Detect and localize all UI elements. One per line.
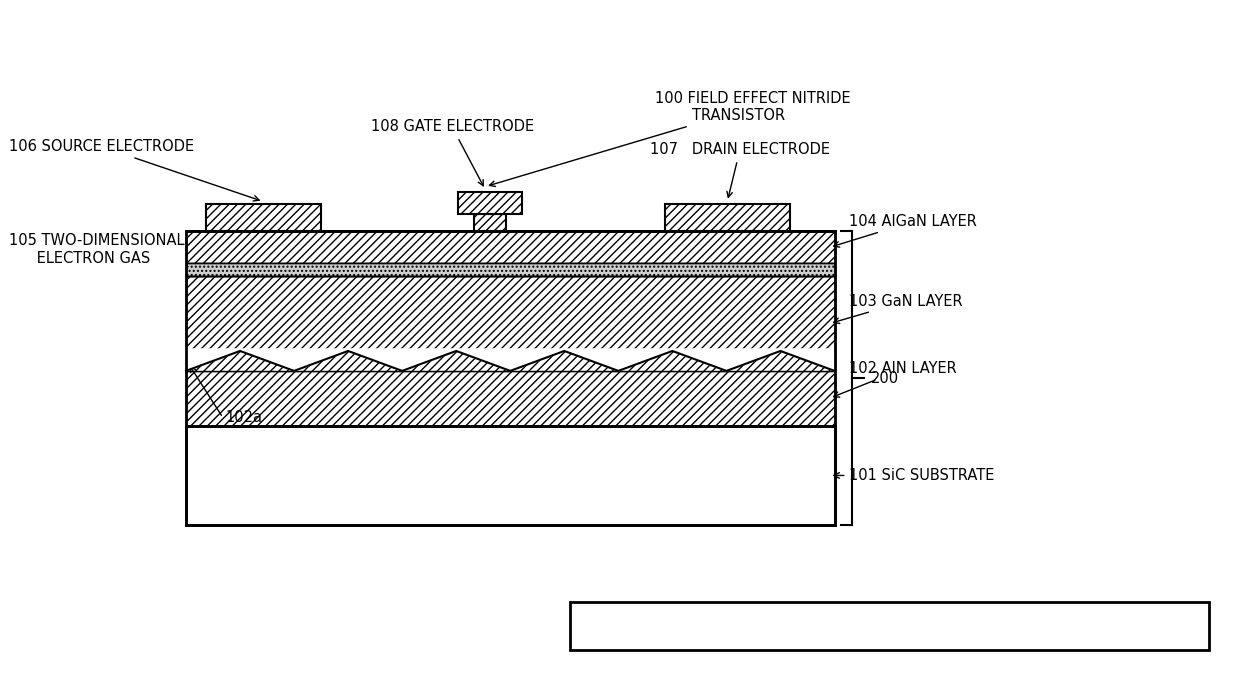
Text: 106 SOURCE ELECTRODE: 106 SOURCE ELECTRODE [10,140,259,201]
Bar [186,232,835,525]
Text: 100 FIELD EFFECT NITRIDE
        TRANSISTOR: 100 FIELD EFFECT NITRIDE TRANSISTOR [490,91,851,187]
Polygon shape [186,349,835,371]
Text: 108 GATE ELECTRODE: 108 GATE ELECTRODE [371,119,533,186]
Bar [186,264,835,276]
Text: 103 GaN LAYER: 103 GaN LAYER [833,294,963,323]
Bar [186,371,835,426]
Text: 102a: 102a [226,410,263,425]
Bar [665,204,790,232]
Text: 101 SiC SUBSTRATE: 101 SiC SUBSTRATE [833,468,994,483]
Text: 102 AIN LAYER: 102 AIN LAYER [833,362,957,397]
Text: 200: 200 [870,371,899,386]
Bar [186,232,835,264]
Bar [570,602,1209,650]
Bar [186,426,835,525]
Text: 105 TWO-DIMENSIONAL
      ELECTRON GAS: 105 TWO-DIMENSIONAL ELECTRON GAS [10,233,202,270]
Bar [186,276,835,371]
Bar [459,191,522,214]
Bar [475,214,506,232]
Text: 200 NITRIDE SEMICONDUCTOR EPITAXIAL WAFER: 200 NITRIDE SEMICONDUCTOR EPITAXIAL WAFE… [709,618,1069,633]
Text: 104 AlGaN LAYER: 104 AlGaN LAYER [833,214,977,247]
Bar [206,204,321,232]
Text: 107   DRAIN ELECTRODE: 107 DRAIN ELECTRODE [650,142,830,197]
